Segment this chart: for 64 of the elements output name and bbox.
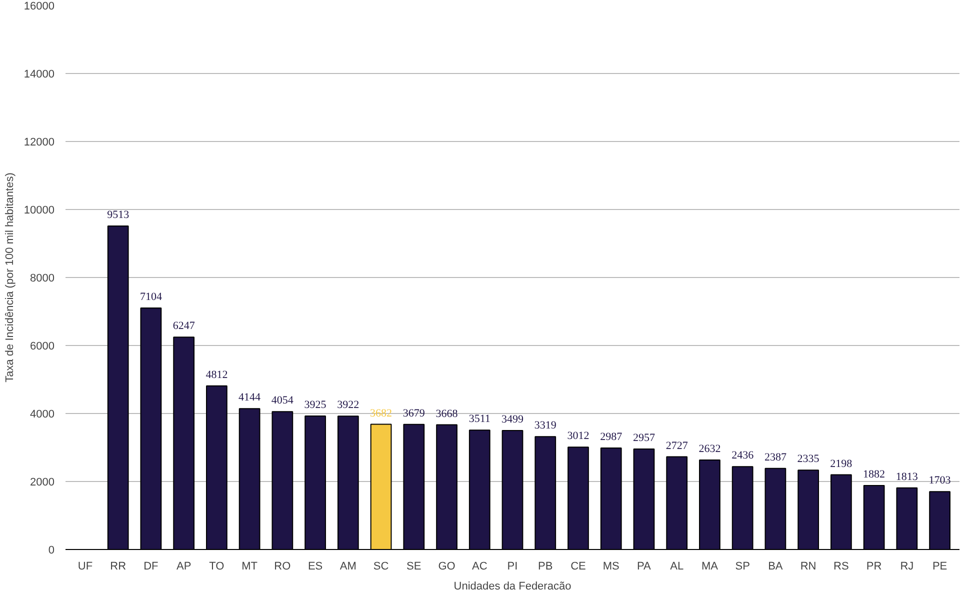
x-tick-label: PE: [932, 560, 948, 572]
y-tick-label: 12000: [24, 136, 55, 148]
x-tick-label: BA: [768, 560, 784, 572]
y-axis-title: Taxa de Incidência (por 100 mil habitantes): [4, 172, 16, 382]
data-label: 6247: [172, 320, 196, 332]
data-label: 2387: [764, 451, 787, 464]
x-tick-label: MT: [242, 560, 258, 572]
x-tick-label: RN: [800, 560, 816, 572]
data-label: 3668: [436, 408, 458, 420]
data-label: 2727: [666, 440, 688, 452]
x-tick-label: AP: [176, 560, 192, 572]
x-tick-label: AC: [472, 560, 488, 572]
y-tick-label: 2000: [30, 476, 55, 488]
x-tick-label: PA: [637, 560, 652, 572]
data-label: 2335: [797, 453, 820, 466]
data-label: 4054: [271, 394, 294, 407]
data-label: 7104: [140, 290, 162, 303]
x-tick-label: SC: [373, 560, 389, 572]
x-tick-label: GO: [438, 560, 456, 572]
data-label: 2632: [698, 443, 721, 456]
x-axis-title: Unidades da Federacão: [454, 580, 572, 592]
x-tick-label: MS: [602, 560, 620, 572]
x-tick-label: RO: [274, 560, 292, 572]
data-label: 2436: [732, 450, 754, 462]
x-tick-label: RJ: [900, 560, 914, 572]
y-tick-label: 16000: [24, 0, 55, 12]
x-tick-label: MA: [701, 560, 719, 572]
x-tick-label: SE: [406, 560, 422, 572]
data-label: 1813: [896, 470, 918, 483]
y-tick-label: 4000: [30, 408, 55, 420]
data-label: 2198: [830, 458, 853, 470]
data-label: 1882: [863, 468, 886, 481]
data-label: 3922: [337, 399, 360, 412]
x-tick-label: SP: [735, 560, 750, 572]
y-tick-label: 6000: [30, 340, 55, 352]
data-label: 2957: [632, 432, 656, 444]
x-tick-label: PR: [866, 560, 882, 572]
data-label: 9513: [107, 209, 130, 222]
y-tick-label: 10000: [24, 204, 55, 216]
data-label: 4812: [206, 368, 228, 381]
x-tick-label: ES: [308, 560, 323, 572]
data-label: 4144: [238, 392, 262, 404]
x-tick-label: TO: [209, 560, 225, 572]
x-tick-label: CE: [570, 560, 586, 572]
data-label: 3499: [502, 414, 524, 426]
data-label: 3679: [402, 407, 426, 420]
data-label: 1703: [928, 474, 952, 487]
x-tick-label: PB: [538, 560, 553, 572]
data-label: 3682: [370, 407, 392, 420]
y-tick-label: 14000: [24, 68, 55, 80]
x-tick-label: RR: [110, 560, 126, 572]
x-tick-label: UF: [78, 560, 93, 572]
x-tick-label: AM: [340, 560, 356, 572]
data-label: 2987: [600, 430, 623, 443]
x-tick-label: PI: [507, 560, 518, 572]
x-tick-label: AL: [670, 560, 684, 572]
data-label: 3925: [304, 399, 327, 412]
y-tick-label: 0: [48, 544, 55, 556]
data-label: 3012: [567, 430, 590, 442]
y-tick-label: 8000: [30, 272, 55, 284]
x-tick-label: DF: [144, 560, 159, 572]
data-label: 3319: [534, 420, 557, 432]
data-label: 3511: [468, 413, 490, 426]
x-tick-label: RS: [834, 560, 849, 572]
